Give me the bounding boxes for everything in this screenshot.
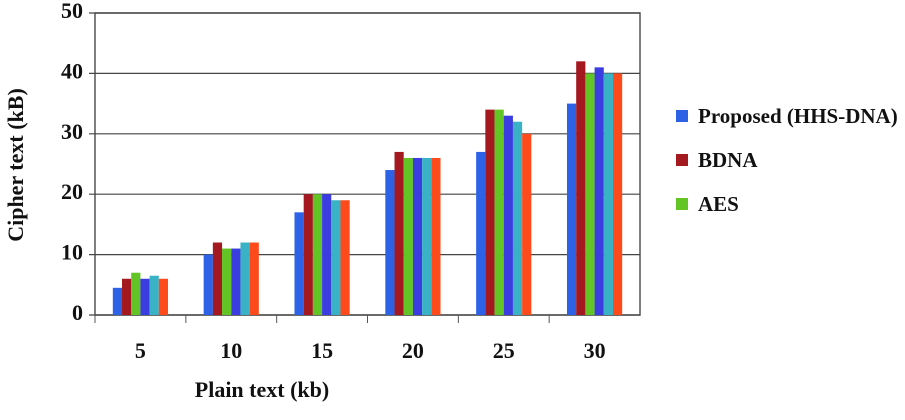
bar bbox=[249, 242, 259, 315]
bar bbox=[294, 212, 304, 315]
x-axis-title: Plain text (kb) bbox=[195, 377, 329, 402]
legend: Proposed (HHS-DNA) BDNA AES bbox=[676, 100, 905, 232]
y-tick-label: 20 bbox=[61, 179, 83, 204]
legend-label: BDNA bbox=[698, 148, 758, 172]
bar bbox=[312, 194, 323, 315]
bar bbox=[222, 248, 232, 315]
bar bbox=[476, 151, 486, 315]
bar bbox=[576, 61, 586, 315]
y-tick-label: 0 bbox=[72, 300, 83, 325]
legend-label: AES bbox=[698, 192, 739, 216]
bar bbox=[403, 157, 413, 315]
bar bbox=[149, 275, 159, 315]
x-tick-label: 5 bbox=[135, 338, 146, 363]
y-tick-label: 40 bbox=[61, 58, 83, 83]
bar bbox=[231, 248, 241, 315]
bar bbox=[158, 278, 169, 315]
bar bbox=[603, 73, 613, 316]
bar bbox=[322, 194, 332, 315]
bar bbox=[522, 133, 532, 315]
bar bbox=[385, 170, 395, 315]
y-tick-label: 30 bbox=[61, 119, 83, 144]
bar bbox=[131, 272, 141, 315]
bar bbox=[566, 103, 577, 315]
plot-frame bbox=[94, 12, 641, 316]
bar bbox=[203, 254, 213, 315]
y-tick-label: 50 bbox=[61, 0, 83, 23]
bar bbox=[412, 157, 423, 315]
legend-swatch bbox=[676, 154, 688, 166]
x-tick-label: 15 bbox=[311, 338, 333, 363]
x-tick-label: 30 bbox=[584, 338, 606, 363]
bar bbox=[112, 287, 123, 315]
bar bbox=[485, 109, 495, 315]
bar bbox=[140, 278, 150, 315]
bar bbox=[585, 73, 595, 316]
legend-entry: Proposed (HHS-DNA) bbox=[676, 100, 905, 132]
legend-entry: BDNA bbox=[676, 144, 905, 176]
legend-entry: AES bbox=[676, 188, 905, 220]
bar bbox=[394, 151, 404, 315]
bar bbox=[512, 121, 523, 315]
bar bbox=[594, 67, 604, 315]
x-tick-label: 20 bbox=[402, 338, 424, 363]
y-tick-label: 10 bbox=[61, 240, 83, 265]
legend-swatch bbox=[676, 110, 688, 122]
bar bbox=[212, 242, 223, 315]
bar bbox=[503, 115, 513, 316]
x-tick-label: 10 bbox=[220, 338, 242, 363]
bar bbox=[612, 73, 623, 316]
legend-swatch bbox=[676, 198, 688, 210]
bar bbox=[122, 278, 132, 315]
bar bbox=[431, 157, 441, 315]
chart: Plain text (kb) Cipher text (kB) 0 10 20 30… bbox=[3, 0, 641, 402]
bar bbox=[303, 194, 313, 315]
bar bbox=[240, 242, 250, 315]
x-tick-label: 25 bbox=[493, 338, 515, 363]
legend-label: Proposed (HHS-DNA) bbox=[698, 104, 898, 128]
bar bbox=[340, 200, 350, 315]
y-axis-title: Cipher text (kB) bbox=[3, 88, 28, 242]
bar bbox=[494, 109, 504, 315]
bar bbox=[422, 157, 432, 315]
bar bbox=[331, 200, 341, 315]
